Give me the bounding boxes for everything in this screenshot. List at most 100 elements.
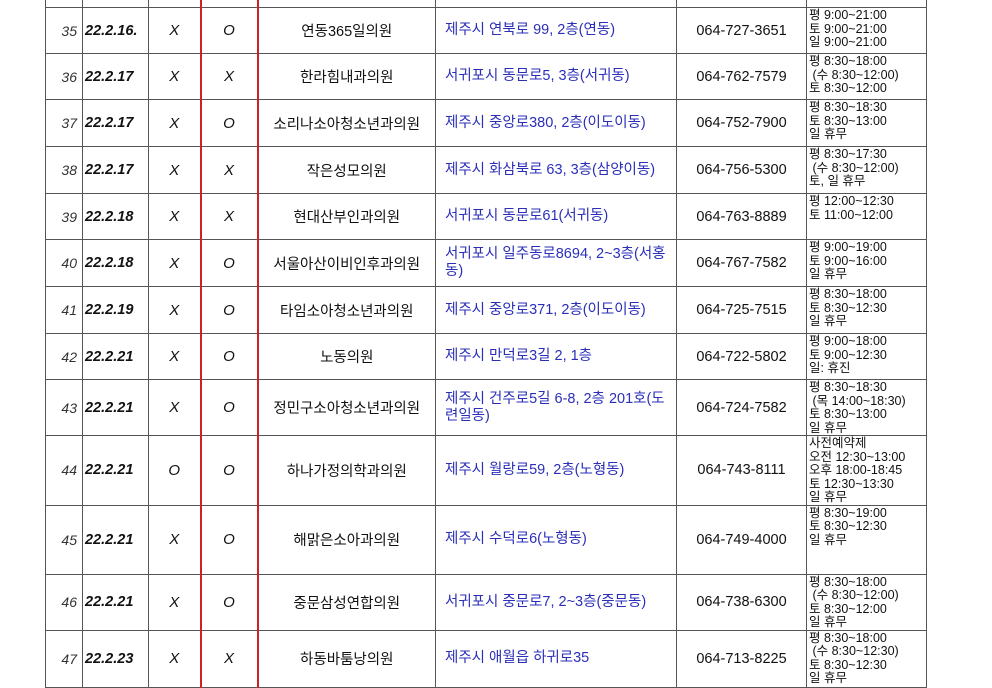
mark-b: O xyxy=(199,504,259,575)
clinic-address: 제주시 중앙로371, 2층(이도이동) xyxy=(435,286,677,334)
clinic-phone: 064-727-3651 xyxy=(676,7,807,54)
row-number: 37 xyxy=(45,99,83,147)
opening-hours: 평 9:00~19:00 토 9:00~16:00 일 휴무 xyxy=(806,239,927,287)
report-date: 22.2.17 xyxy=(82,53,149,100)
table-row: 36 22.2.17 X X 한라힘내과의원 서귀포시 동문로5, 3층(서귀동) 064-… xyxy=(45,53,927,100)
mark-b: X xyxy=(199,629,259,688)
clinic-address: 제주시 월랑로59, 2층(노형동) xyxy=(435,435,677,506)
clinic-name: 정민구소아청소년과의원 xyxy=(257,379,436,436)
table-row: 47 22.2.23 X X 하동바툼낭의원 제주시 애월읍 하귀로35 064-713-8… xyxy=(45,629,927,688)
mark-a: X xyxy=(148,146,201,194)
table-row: 44 22.2.21 O O 하나가정의학과의원 제주시 월랑로59, 2층(노형동) 06… xyxy=(45,435,927,506)
report-date: 22.2.17 xyxy=(82,99,149,147)
row-number: 36 xyxy=(45,53,83,100)
mark-a: X xyxy=(148,504,201,575)
row-number: 42 xyxy=(45,333,83,380)
report-date: 22.2.21 xyxy=(82,573,149,631)
report-date: 22.2.23 xyxy=(82,629,149,688)
row-number: 44 xyxy=(45,435,83,506)
mark-a: X xyxy=(148,7,201,54)
report-date: 22.2.18 xyxy=(82,239,149,287)
opening-hours: 평 8:30~18:00 (수 8:30~12:00) 토 8:30~12:00 xyxy=(806,53,927,100)
row-number: 47 xyxy=(45,629,83,688)
table-row: 39 22.2.18 X X 현대산부인과의원 서귀포시 동문로61(서귀동) 064-76… xyxy=(45,193,927,240)
table-row-partial xyxy=(45,0,927,8)
clinic-phone: 064-767-7582 xyxy=(676,239,807,287)
clinic-name: 현대산부인과의원 xyxy=(257,193,436,240)
clinic-phone: 064-763-8889 xyxy=(676,193,807,240)
opening-hours: 평 9:00~21:00 토 9:00~21:00 일 9:00~21:00 xyxy=(806,7,927,54)
mark-a: X xyxy=(148,286,201,334)
clinic-name: 하동바툼낭의원 xyxy=(257,629,436,688)
clinic-name: 작은성모의원 xyxy=(257,146,436,194)
report-date: 22.2.21 xyxy=(82,504,149,575)
clinic-phone: 064-713-8225 xyxy=(676,629,807,688)
opening-hours: 평 8:30~18:00 토 8:30~12:30 일 휴무 xyxy=(806,286,927,334)
table-row: 38 22.2.17 X X 작은성모의원 제주시 화삼북로 63, 3층(삼양이동) 06… xyxy=(45,146,927,194)
opening-hours: 평 8:30~18:00 (수 8:30~12:00) 토 8:30~12:00… xyxy=(806,573,927,631)
table-row: 45 22.2.21 X O 해맑은소아과의원 제주시 수덕로6(노형동) 064-749-… xyxy=(45,504,927,575)
clinic-address: 제주시 애월읍 하귀로35 xyxy=(435,629,677,688)
report-date: 22.2.17 xyxy=(82,146,149,194)
mark-a: O xyxy=(148,435,201,506)
clinic-name: 하나가정의학과의원 xyxy=(257,435,436,506)
clinic-name: 타임소아청소년과의원 xyxy=(257,286,436,334)
mark-a: X xyxy=(148,53,201,100)
mark-b: O xyxy=(199,435,259,506)
mark-b: O xyxy=(199,333,259,380)
mark-b: O xyxy=(199,573,259,631)
clinic-phone: 064-756-5300 xyxy=(676,146,807,194)
opening-hours: 평 8:30~18:30 (목 14:00~18:30) 토 8:30~13:0… xyxy=(806,379,927,436)
clinic-address: 제주시 만덕로3길 2, 1층 xyxy=(435,333,677,380)
mark-b: X xyxy=(199,193,259,240)
table-row: 43 22.2.21 X O 정민구소아청소년과의원 제주시 건주로5길 6-8, 2층 … xyxy=(45,379,927,436)
clinic-phone: 064-722-5802 xyxy=(676,333,807,380)
mark-b: X xyxy=(199,53,259,100)
mark-a: X xyxy=(148,99,201,147)
clinic-phone: 064-724-7582 xyxy=(676,379,807,436)
mark-b: O xyxy=(199,379,259,436)
mark-a: X xyxy=(148,193,201,240)
clinic-address: 제주시 화삼북로 63, 3층(삼양이동) xyxy=(435,146,677,194)
opening-hours: 사전예약제 오전 12:30~13:00 오후 18:00-18:45 토 12… xyxy=(806,435,927,506)
clinic-name: 서울아산이비인후과의원 xyxy=(257,239,436,287)
clinic-name: 한라힘내과의원 xyxy=(257,53,436,100)
table-row: 42 22.2.21 X O 노동의원 제주시 만덕로3길 2, 1층 064-722-58… xyxy=(45,333,927,380)
opening-hours: 평 8:30~19:00 토 8:30~12:30 일 휴무 xyxy=(806,504,927,575)
clinic-name: 연동365일의원 xyxy=(257,7,436,54)
clinic-address: 서귀포시 동문로5, 3층(서귀동) xyxy=(435,53,677,100)
clinic-phone: 064-743-8111 xyxy=(676,435,807,506)
clinic-name: 해맑은소아과의원 xyxy=(257,504,436,575)
mark-a: X xyxy=(148,629,201,688)
mark-a: X xyxy=(148,333,201,380)
opening-hours: 평 12:00~12:30 토 11:00~12:00 xyxy=(806,193,927,240)
table-row: 35 22.2.16. X O 연동365일의원 제주시 연북로 99, 2층(연동) 06… xyxy=(45,7,927,54)
opening-hours: 평 8:30~18:00 (수 8:30~12:30) 토 8:30~12:30… xyxy=(806,629,927,688)
clinic-phone: 064-752-7900 xyxy=(676,99,807,147)
row-number: 41 xyxy=(45,286,83,334)
mark-a: X xyxy=(148,379,201,436)
opening-hours: 평 8:30~17:30 (수 8:30~12:00) 토, 일 휴무 xyxy=(806,146,927,194)
opening-hours: 평 8:30~18:30 토 8:30~13:00 일 휴무 xyxy=(806,99,927,147)
mark-a: X xyxy=(148,573,201,631)
report-date: 22.2.21 xyxy=(82,379,149,436)
opening-hours: 평 9:00~18:00 토 9:00~12:30 일: 휴진 xyxy=(806,333,927,380)
clinic-table: 35 22.2.16. X O 연동365일의원 제주시 연북로 99, 2층(연동) 06… xyxy=(45,0,927,688)
report-date: 22.2.18 xyxy=(82,193,149,240)
clinic-name: 소리나소아청소년과의원 xyxy=(257,99,436,147)
row-number: 35 xyxy=(45,7,83,54)
mark-a: X xyxy=(148,239,201,287)
row-number: 38 xyxy=(45,146,83,194)
clinic-phone: 064-749-4000 xyxy=(676,504,807,575)
mark-b: O xyxy=(199,7,259,54)
clinic-address: 서귀포시 동문로61(서귀동) xyxy=(435,193,677,240)
mark-b: O xyxy=(199,99,259,147)
clinic-address: 제주시 건주로5길 6-8, 2층 201호(도련일동) xyxy=(435,379,677,436)
report-date: 22.2.21 xyxy=(82,333,149,380)
row-number: 40 xyxy=(45,239,83,287)
report-date: 22.2.19 xyxy=(82,286,149,334)
clinic-address: 제주시 중앙로380, 2층(이도이동) xyxy=(435,99,677,147)
clinic-name: 노동의원 xyxy=(257,333,436,380)
row-number: 45 xyxy=(45,504,83,575)
clinic-phone: 064-725-7515 xyxy=(676,286,807,334)
